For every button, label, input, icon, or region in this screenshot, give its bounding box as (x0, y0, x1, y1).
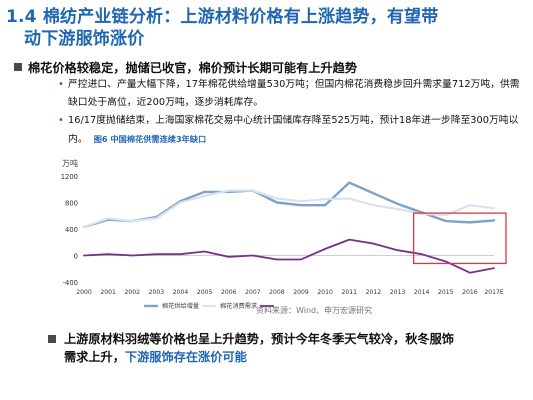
legend-label-1: 棉花供给增量 (162, 302, 199, 310)
x-tick-label: 2012 (366, 289, 382, 296)
y-tick-label: -400 (63, 279, 78, 287)
paragraph-1-text: 严控进口、产量大幅下降，17年棉花供给增量530万吨；但国内棉花消费稳步回升需求… (68, 79, 520, 108)
square-bullet-icon (14, 63, 22, 71)
bottom-bullet: 上游原材料羽绒等价格也呈上升趋势，预计今年冬季天气较冷，秋冬服饰 需求上升，下游… (48, 330, 518, 366)
series-line-3 (83, 238, 495, 274)
y-tick-label: 1200 (61, 173, 78, 181)
paragraph-2-text: 16/17度抛储结束，上海国家棉花交易中心统计国储库存降至525万吨，预计18年… (68, 115, 519, 145)
x-tick-label: 2015 (438, 289, 454, 296)
x-tick-label: 2005 (197, 289, 213, 296)
series-line-2 (82, 189, 496, 229)
top-bullet-text: 棉花价格较稳定，抛储已收官，棉价预计长期可能有上升趋势 (28, 61, 358, 75)
square-bullet-icon (48, 335, 56, 343)
x-tick-label: 2010 (317, 289, 333, 296)
x-tick-label: 2016 (462, 289, 478, 296)
paragraph-1: • 严控进口、产量大幅下降，17年棉花供给增量530万吨；但国内棉花消费稳步回升… (58, 76, 523, 112)
y-tick-label: 400 (65, 226, 78, 234)
page-title-line-2: 动下游服饰涨价 (24, 29, 145, 49)
y-tick-label: 0 (74, 253, 78, 261)
bottom-bullet-line-1: 上游原材料羽绒等价格也呈上升趋势，预计今年冬季天气较冷，秋冬服饰 (64, 332, 454, 346)
page-title: 1.4 棉纺产业链分析：上游材料价格有上涨趋势，有望带 动下游服饰涨价 (6, 6, 526, 50)
highlight-box (412, 212, 507, 265)
bullet-dot-icon: • (58, 115, 64, 126)
x-tick-label: 2000 (76, 289, 92, 296)
x-tick-label: 2017E (484, 289, 504, 296)
x-tick-label: 2007 (245, 289, 261, 296)
figure-caption: 图6 中国棉花供需连续3年缺口 (93, 134, 207, 144)
source-note: 资料来源：Wind、申万宏源研究 (256, 306, 373, 315)
x-tick-label: 2003 (149, 289, 165, 296)
y-unit-label: 万吨 (62, 158, 78, 168)
x-tick-label: 2004 (173, 289, 189, 296)
x-tick-label: 2008 (269, 289, 285, 296)
page-title-line-1: 1.4 棉纺产业链分析：上游材料价格有上涨趋势，有望带 (6, 7, 439, 27)
bullet-dot-icon: • (58, 79, 64, 90)
y-tick-label: 800 (65, 200, 78, 208)
bottom-bullet-line-2-accent: 下游服饰存在涨价可能 (124, 350, 247, 364)
x-tick-label: 2006 (221, 289, 237, 296)
bottom-bullet-line-2-prefix: 需求上升， (64, 350, 125, 364)
top-bullet: 棉花价格较稳定，抛储已收官，棉价预计长期可能有上升趋势 (14, 58, 357, 76)
x-tick-label: 2001 (100, 289, 116, 296)
cotton-chart-svg: 万吨 -400 0 400 800 1200 2000 2001 2002 2003 2004 200… (61, 158, 507, 310)
legend-label-2: 棉花消费需求 (220, 302, 257, 310)
paragraph-2: • 16/17度抛储结束，上海国家棉花交易中心统计国储库存降至525万吨，预计1… (58, 112, 523, 149)
x-tick-label: 2009 (293, 289, 309, 296)
cotton-chart: 万吨 -400 0 400 800 1200 2000 2001 2002 2003 2004 200… (58, 156, 512, 316)
x-tick-label: 2014 (414, 289, 430, 296)
bottom-bullet-line-2: 需求上升，下游服饰存在涨价可能 (48, 348, 518, 366)
x-tick-label: 2013 (390, 289, 406, 296)
x-tick-label: 2011 (342, 289, 358, 296)
x-tick-label: 2002 (124, 289, 140, 296)
